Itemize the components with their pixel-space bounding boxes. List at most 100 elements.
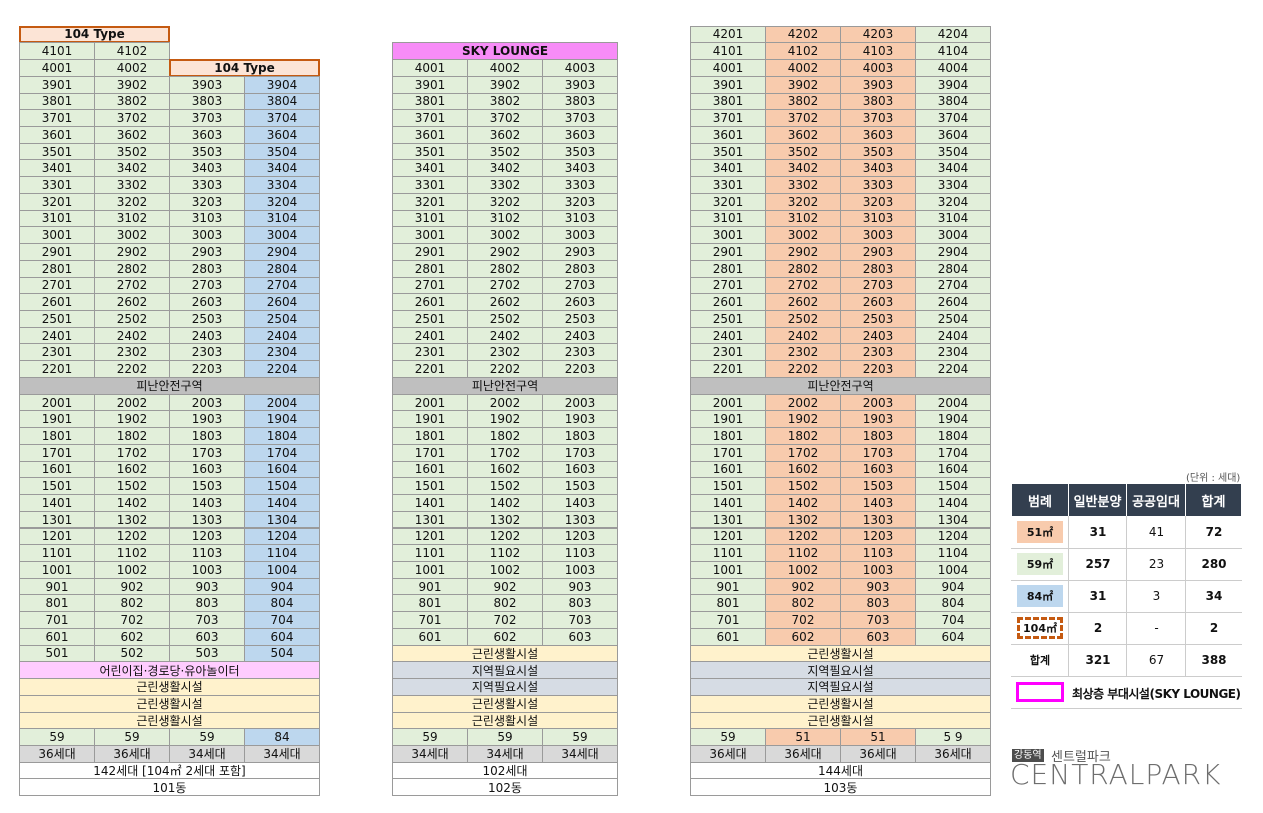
unit-cell: 1902 bbox=[765, 410, 841, 429]
row-cell: 36세대 bbox=[765, 744, 841, 763]
unit-cell: 2301 bbox=[19, 343, 95, 362]
unit-cell: 2601 bbox=[690, 293, 766, 311]
unit-cell: 3204 bbox=[244, 192, 320, 211]
unit-cell: 1504 bbox=[244, 477, 320, 496]
unit-cell: 701 bbox=[19, 611, 95, 629]
unit-cell: 4202 bbox=[765, 25, 841, 44]
unit-cell: 1803 bbox=[169, 427, 245, 445]
row-cell: 103동 bbox=[690, 778, 991, 797]
unit-cell: 1503 bbox=[169, 477, 245, 496]
unit-cell: 3602 bbox=[765, 125, 841, 144]
unit-cell: 3502 bbox=[467, 142, 543, 161]
unit-cell: 1403 bbox=[840, 494, 916, 512]
unit-cell: 3004 bbox=[915, 226, 991, 245]
unit-cell: 3004 bbox=[244, 226, 320, 245]
unit-cell: 3301 bbox=[19, 176, 95, 194]
unit-cell: 1504 bbox=[915, 477, 991, 496]
unit-cell: 3703 bbox=[840, 109, 916, 127]
unit-cell: 601 bbox=[392, 627, 468, 646]
unit-cell: 3202 bbox=[467, 192, 543, 211]
unit-cell: 51 bbox=[765, 728, 841, 746]
unit-cell: 502 bbox=[94, 644, 170, 663]
unit-cell: 901 bbox=[392, 577, 468, 596]
unit-cell: 2204 bbox=[915, 360, 991, 378]
unit-cell: 1204 bbox=[244, 527, 320, 546]
unit-cell: 1402 bbox=[467, 494, 543, 512]
unit-cell: 3404 bbox=[244, 159, 320, 178]
legend-label-cell: 51㎡ bbox=[1011, 516, 1069, 549]
legend-value: 72 bbox=[1185, 516, 1242, 549]
unit-cell: 2902 bbox=[94, 243, 170, 261]
unit-cell: 3103 bbox=[542, 209, 618, 228]
unit-cell: 1602 bbox=[765, 460, 841, 479]
legend-value: 67 bbox=[1126, 644, 1186, 677]
unit-cell: 2801 bbox=[690, 259, 766, 278]
unit-cell: 3803 bbox=[840, 92, 916, 111]
unit-cell: 1804 bbox=[244, 427, 320, 445]
unit-cell: 601 bbox=[690, 627, 766, 646]
unit-cell: 2303 bbox=[542, 343, 618, 362]
unit-cell: 1404 bbox=[244, 494, 320, 512]
unit-cell: 902 bbox=[765, 577, 841, 596]
unit-cell: 2904 bbox=[244, 243, 320, 261]
unit-cell: 1703 bbox=[542, 443, 618, 462]
unit-cell: 2401 bbox=[690, 326, 766, 345]
unit-cell: 1702 bbox=[467, 443, 543, 462]
unit-cell: 3801 bbox=[392, 92, 468, 111]
unit-cell: 4004 bbox=[915, 59, 991, 77]
unit-cell: 4001 bbox=[690, 59, 766, 77]
unit-cell: 3501 bbox=[19, 142, 95, 161]
unit-cell: 2504 bbox=[244, 310, 320, 328]
unit-cell: 1601 bbox=[392, 460, 468, 479]
unit-cell: 2204 bbox=[244, 360, 320, 378]
unit-cell: 3902 bbox=[467, 75, 543, 94]
unit-cell: 1004 bbox=[915, 560, 991, 579]
unit-cell: 903 bbox=[840, 577, 916, 596]
unit-cell: 2903 bbox=[840, 243, 916, 261]
unit-cell: 2304 bbox=[244, 343, 320, 362]
unit-cell: 1703 bbox=[840, 443, 916, 462]
unit-cell: 2004 bbox=[244, 393, 320, 412]
unit-cell: 2402 bbox=[765, 326, 841, 345]
unit-cell: 3802 bbox=[94, 92, 170, 111]
unit-cell: 1603 bbox=[169, 460, 245, 479]
unit-cell: 3702 bbox=[467, 109, 543, 127]
unit-cell: 703 bbox=[169, 611, 245, 629]
unit-cell: 3201 bbox=[19, 192, 95, 211]
unit-cell: 1802 bbox=[467, 427, 543, 445]
unit-cell: 3104 bbox=[244, 209, 320, 228]
unit-cell: 1303 bbox=[542, 510, 618, 529]
unit-cell: 1502 bbox=[94, 477, 170, 496]
unit-cell: 2501 bbox=[19, 310, 95, 328]
unit-cell: 59 bbox=[467, 728, 543, 746]
unit-cell: 804 bbox=[244, 594, 320, 613]
row-cell: 어린이집·경로당·유아놀이터 bbox=[19, 661, 320, 680]
unit-cell: 1201 bbox=[19, 527, 95, 546]
unit-cell: 1203 bbox=[542, 527, 618, 546]
unit-cell: 701 bbox=[392, 611, 468, 629]
unit-cell: 2402 bbox=[94, 326, 170, 345]
unit-cell: 2601 bbox=[19, 293, 95, 311]
legend-label-cell: 84㎡ bbox=[1011, 580, 1069, 613]
unit-cell: 2502 bbox=[467, 310, 543, 328]
unit-cell: 1202 bbox=[94, 527, 170, 546]
unit-cell: 2503 bbox=[542, 310, 618, 328]
unit-cell: 1701 bbox=[690, 443, 766, 462]
unit-cell: 3602 bbox=[467, 125, 543, 144]
row-cell: 36세대 bbox=[94, 744, 170, 763]
unit-cell: 1401 bbox=[392, 494, 468, 512]
row-cell: 36세대 bbox=[840, 744, 916, 763]
unit-cell: 1501 bbox=[392, 477, 468, 496]
unit-cell: 603 bbox=[840, 627, 916, 646]
unit-cell: 84 bbox=[244, 728, 320, 746]
unit-cell: 3503 bbox=[169, 142, 245, 161]
legend-value: 280 bbox=[1185, 548, 1242, 581]
unit-cell: 3904 bbox=[244, 75, 320, 94]
unit-cell: 3304 bbox=[915, 176, 991, 194]
unit-cell: 3202 bbox=[94, 192, 170, 211]
unit-cell: 1003 bbox=[840, 560, 916, 579]
unit-cell: 4101 bbox=[19, 42, 95, 61]
legend-value: 31 bbox=[1068, 516, 1127, 549]
unit-cell: 2602 bbox=[467, 293, 543, 311]
unit-cell: 2603 bbox=[169, 293, 245, 311]
